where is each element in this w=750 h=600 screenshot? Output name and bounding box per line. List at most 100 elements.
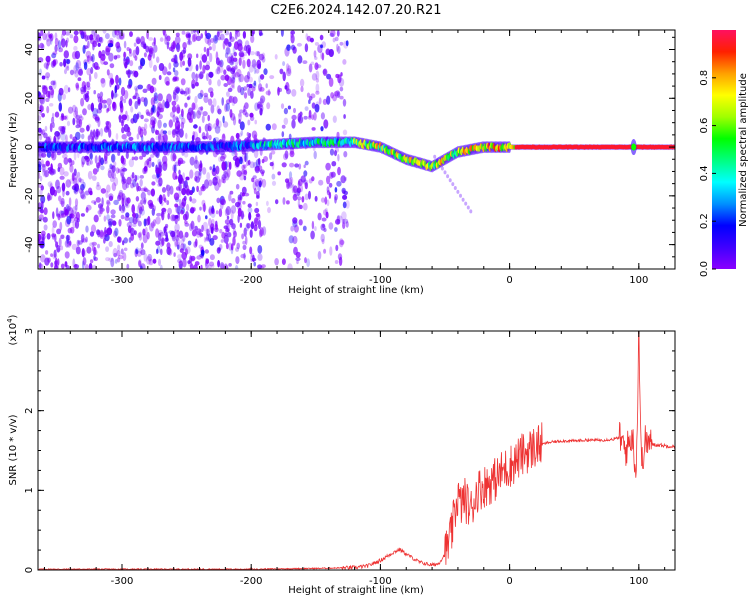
spectrogram-speckle: [191, 102, 196, 110]
spectrogram-speckle: [243, 164, 247, 169]
spectrogram-speckle: [139, 208, 145, 216]
spectrogram-speckle: [329, 246, 333, 256]
spectrogram-speckle: [119, 110, 124, 115]
spectrogram-speckle: [123, 98, 127, 104]
spectrogram-speckle: [330, 92, 334, 99]
spectrogram-speckle: [205, 131, 209, 140]
spectrogram-speckle: [158, 258, 161, 267]
spectrogram-speckle: [324, 196, 328, 205]
spectrogram-speckle: [114, 259, 118, 264]
spectrogram-speckle: [82, 108, 87, 116]
spectrogram-speckle: [290, 225, 295, 232]
snr-frame: [37, 330, 676, 571]
spectrogram-speckle: [152, 258, 157, 264]
spectrogram-speckle: [191, 134, 195, 142]
spectrogram-speckle: [214, 175, 219, 181]
spectrogram-speckle: [94, 30, 98, 41]
spectrogram-speckle: [108, 241, 113, 248]
spectrogram-speckle: [100, 188, 107, 194]
spectrogram-speckle: [215, 210, 219, 215]
spectrogram-speckle: [108, 193, 114, 200]
spectrogram-speckle: [68, 241, 72, 246]
spectrogram-speckle: [333, 91, 339, 97]
spectrogram-y-tick-label: -20: [24, 188, 35, 204]
spectrogram-speckle: [221, 231, 226, 239]
spectrogram-speckle: [207, 122, 211, 127]
spectrogram-speckle: [142, 88, 148, 94]
spectrogram-speckle: [219, 33, 225, 41]
spectrogram-speckle: [197, 214, 201, 223]
snr-x-axis: -300 -200 -100 0 100: [43, 331, 666, 587]
spectrogram-speckle: [150, 188, 155, 197]
spectrogram-speckle: [127, 84, 132, 89]
spectrogram-speckle: [96, 131, 101, 136]
spectrogram-speckle: [217, 108, 222, 115]
spectrogram-speckle: [321, 238, 325, 245]
spectrogram-speckle: [232, 116, 237, 126]
spectrogram-speckle: [137, 202, 143, 211]
spectrogram-speckle: [279, 68, 284, 75]
spectrogram-speckle: [134, 100, 139, 110]
spectrogram-speckle: [207, 98, 213, 106]
spectrogram-speckle: [246, 83, 250, 88]
spectrogram-speckle: [311, 176, 315, 182]
spectrogram-speckle: [125, 58, 130, 63]
spectrogram-speckle: [38, 172, 41, 179]
spectrogram-speckle: [166, 102, 170, 109]
spectrogram-speckle: [330, 171, 336, 178]
spectrogram-speckle: [208, 46, 212, 51]
spectrogram-speckle: [243, 92, 248, 99]
spectrogram-speckle: [151, 77, 157, 85]
spectrogram-speckle: [38, 164, 42, 173]
spectrogram-speckle: [157, 229, 163, 235]
spectrogram-speckle: [318, 97, 322, 105]
spectrogram-speckle: [77, 67, 83, 75]
spectrogram-speckle: [127, 69, 131, 79]
spectrogram-speckle: [41, 163, 46, 168]
spectrogram-speckle: [139, 155, 144, 160]
spectrogram-speckle: [190, 30, 194, 35]
spectrogram-speckle: [230, 210, 234, 220]
spectrogram-speckle: [91, 175, 97, 181]
spectrogram-speckle: [266, 200, 269, 207]
spectrogram-speckle: [121, 193, 126, 201]
spectrogram-speckle: [164, 36, 168, 45]
spectrogram-speckle: [180, 209, 184, 215]
spectrogram-speckle: [217, 60, 222, 66]
spectrogram-speckle: [254, 207, 260, 214]
spectrogram-speckle: [110, 214, 116, 219]
spectrogram-speckle: [137, 84, 143, 90]
spectrogram-speckle: [108, 52, 114, 62]
spectrogram-speckle: [255, 68, 260, 74]
spectrogram-speckle: [286, 44, 291, 51]
spectrogram-speckle: [50, 163, 53, 173]
snr-ylabel: SNR (10 * v/v): [8, 414, 19, 485]
spectrogram-speckle: [204, 249, 209, 254]
spectrogram-speckle: [181, 251, 187, 260]
spectrogram-speckle: [110, 257, 115, 268]
spectrogram-speckle: [253, 217, 259, 227]
spectrogram-speckle: [166, 35, 171, 42]
spectrogram-speckle: [136, 250, 142, 257]
spectrogram-speckle: [206, 228, 210, 237]
spectrogram-speckle: [77, 240, 83, 245]
spectrogram-speckle: [220, 198, 226, 206]
spectrogram-speckle: [230, 205, 237, 214]
spectrogram-speckle: [173, 93, 179, 103]
spectrogram-speckle: [121, 175, 125, 182]
spectrogram-speckle: [246, 223, 251, 229]
spectrogram-speckle: [231, 100, 236, 107]
spectrogram-speckle: [208, 261, 215, 267]
spectrogram-speckle: [123, 247, 128, 252]
spectrogram-speckle: [244, 192, 250, 197]
spectrogram-speckle: [237, 43, 243, 52]
spectrogram-speckle: [155, 130, 160, 135]
spectrogram-speckle: [73, 176, 80, 186]
spectrogram-speckle: [78, 187, 84, 194]
spectrogram-speckle: [39, 175, 43, 182]
spectrogram-speckle: [192, 264, 198, 269]
spectrogram-speckle: [246, 71, 251, 80]
spectrogram-speckle: [248, 76, 253, 83]
spectrogram-speckle: [132, 212, 137, 218]
spectrogram-speckle: [178, 169, 181, 175]
